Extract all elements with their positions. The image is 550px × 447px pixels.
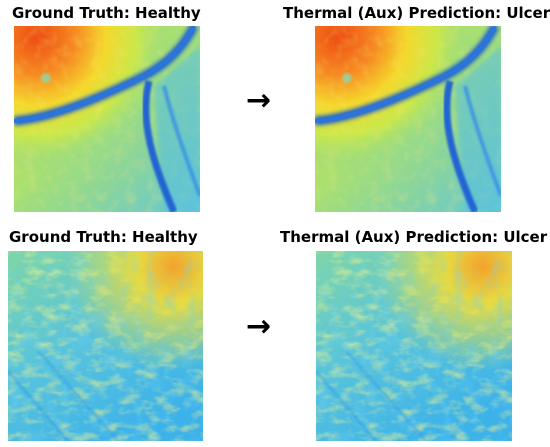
row1-left-title: Ground Truth: Healthy <box>12 4 201 22</box>
row2-ground-truth-thermal-image <box>8 251 203 441</box>
row2-right-title: Thermal (Aux) Prediction: Ulcer <box>280 228 548 246</box>
row2-thermal-prediction-image <box>316 251 512 441</box>
row2-left-title: Ground Truth: Healthy <box>9 228 198 246</box>
row1-arrow: → <box>246 83 272 118</box>
row2-arrow: → <box>246 309 272 344</box>
row1-thermal-prediction-image <box>315 26 501 212</box>
row1-ground-truth-thermal-image <box>14 26 200 212</box>
row1-right-title: Thermal (Aux) Prediction: Ulcer <box>283 4 550 22</box>
